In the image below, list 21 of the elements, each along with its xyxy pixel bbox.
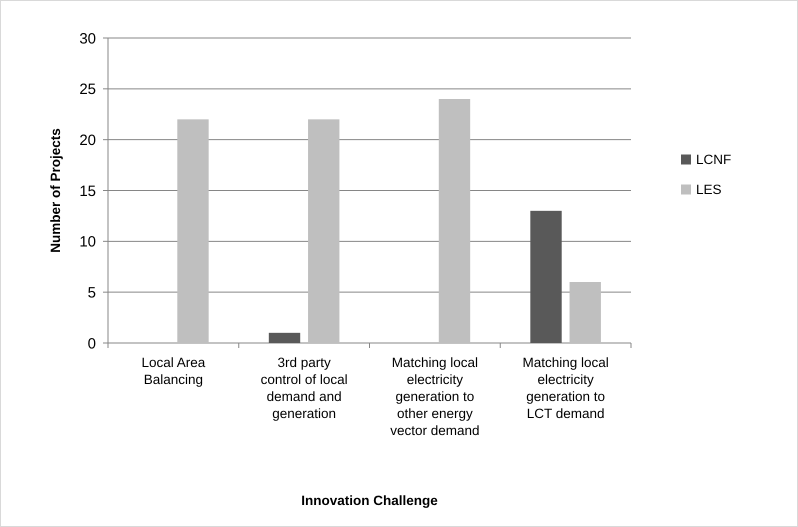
x-tick-label: Matching local electricity generation to LCT demand: [522, 355, 609, 421]
y-tick-label: 20: [79, 132, 96, 149]
bar: [570, 282, 601, 343]
bar: [177, 119, 209, 343]
legend-label: LES: [696, 182, 722, 198]
x-tick-label: 3rd party control of local demand and generation: [260, 355, 348, 421]
y-axis-title: Number of Projects: [48, 128, 63, 253]
y-tick-label: 15: [79, 182, 96, 200]
bar: [308, 119, 340, 343]
y-tick-label: 30: [79, 30, 96, 48]
x-axis-title: Innovation Challenge: [301, 493, 438, 508]
y-tick-label: 10: [79, 234, 96, 251]
y-tick-label: 0: [88, 335, 96, 352]
y-tick-label: 5: [88, 284, 96, 302]
x-tick-label: Local Area Balancing: [141, 355, 206, 387]
bar: [438, 99, 470, 343]
bar: [268, 332, 300, 343]
y-tick-label: 25: [79, 81, 96, 98]
x-tick-label: Matching local electricity generation to other energy vector demand: [390, 355, 480, 438]
legend-label: LCNF: [696, 152, 732, 168]
bar: [530, 210, 562, 343]
